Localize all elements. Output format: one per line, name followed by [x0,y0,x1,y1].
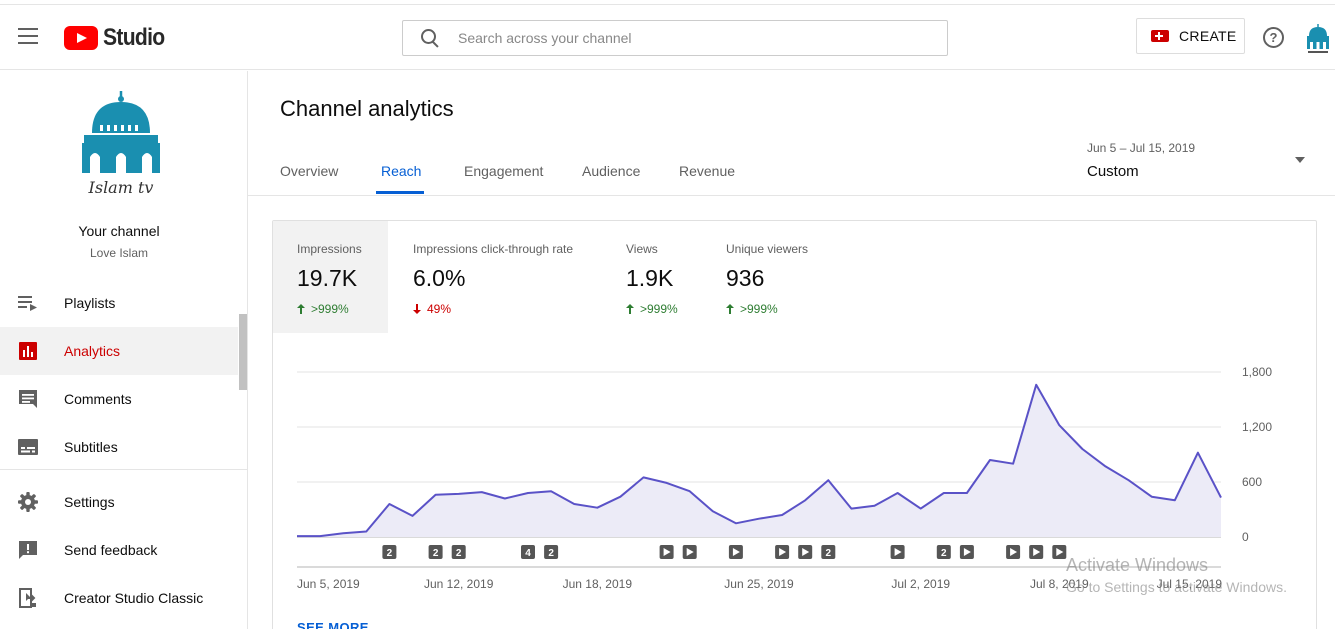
feedback-icon [19,541,37,559]
active-tab-indicator [376,191,424,194]
page-title: Channel analytics [280,96,454,121]
date-preset-select[interactable]: Custom [1087,163,1139,180]
channel-title[interactable]: Your channel [78,223,160,239]
channel-logo-text: Islam tv [88,178,154,197]
top-app-bar: Studio CREATE ? [0,4,1335,70]
arrow-up-icon [297,304,305,314]
sidebar-item-comments[interactable]: Comments [0,375,238,423]
sidebar-item-label: Comments [64,391,132,407]
search-input[interactable] [458,30,918,46]
arrow-up-icon [726,304,734,314]
sidebar: Islam tv Your channel Love Islam Playlis… [0,71,248,629]
metric-delta: >999% [726,302,778,316]
tab-reach[interactable]: Reach [381,163,422,179]
tab-overview[interactable]: Overview [280,163,339,179]
hamburger-menu-icon[interactable] [18,28,38,44]
metric-label: Impressions [297,242,362,256]
sidebar-item-analytics[interactable]: Analytics [0,327,238,375]
metric-label: Impressions click-through rate [413,242,574,256]
create-video-icon [1151,30,1169,42]
arrow-up-icon [626,304,634,314]
search-icon[interactable] [421,29,439,47]
sidebar-item-send-feedback[interactable]: Send feedback [0,526,238,574]
sidebar-divider [0,469,248,470]
metric-card-impressions[interactable]: Impressions 19.7K >999% [273,221,388,333]
classic-studio-icon [19,588,36,608]
metric-delta: 49% [413,302,451,316]
comments-icon [19,390,37,408]
sidebar-item-subtitles[interactable]: Subtitles [0,423,238,471]
analytics-icon [19,342,37,360]
metric-value: 1.9K [626,265,674,291]
metric-label: Views [626,242,658,256]
see-more-link[interactable]: SEE MORE [297,620,369,629]
sidebar-item-label: Subtitles [64,439,118,455]
metric-delta: >999% [297,302,349,316]
tab-revenue[interactable]: Revenue [679,163,736,179]
help-icon[interactable]: ? [1263,27,1284,48]
metric-delta: >999% [626,302,678,316]
arrow-down-icon [413,304,421,314]
create-button-label: CREATE [1179,28,1237,44]
sidebar-item-label: Analytics [64,343,121,359]
create-button[interactable]: CREATE [1136,18,1245,54]
subtitles-icon [18,439,38,455]
tab-engagement[interactable]: Engagement [464,163,544,179]
account-avatar[interactable] [1305,22,1331,56]
windows-activation-watermark: Activate Windows [1066,555,1209,575]
studio-logo[interactable]: Studio [64,24,173,51]
sidebar-item-creator-studio-classic[interactable]: Creator Studio Classic [0,574,238,622]
sidebar-item-playlists[interactable]: Playlists [0,279,238,327]
caret-down-icon[interactable] [1295,157,1305,163]
sidebar-item-label: Creator Studio Classic [64,590,204,606]
logo-text: Studio [103,24,165,51]
channel-subtitle: Love Islam [89,246,149,260]
youtube-play-icon [64,26,98,50]
metric-value: 19.7K [297,265,358,291]
metric-value: 936 [726,265,765,291]
metric-value: 6.0% [413,265,466,291]
channel-logo[interactable]: Islam tv [80,91,162,199]
sidebar-item-label: Playlists [64,295,116,311]
search-box[interactable] [402,20,948,56]
metric-label: Unique viewers [726,242,809,256]
windows-activation-hint: Go to Settings to activate Windows. [1066,579,1287,595]
metric-card-unique-viewers[interactable]: Unique viewers 936 >999% [703,221,843,333]
sidebar-scrollbar[interactable] [239,314,247,390]
metric-card-views[interactable]: Views 1.9K >999% [603,221,703,333]
sidebar-item-label: Send feedback [64,542,158,558]
tabs-divider [248,195,1335,196]
settings-icon [18,492,38,512]
date-range-text[interactable]: Jun 5 – Jul 15, 2019 [1087,141,1196,155]
sidebar-item-settings[interactable]: Settings [0,478,238,526]
tab-audience[interactable]: Audience [582,163,641,179]
sidebar-item-label: Settings [64,494,115,510]
playlists-icon [18,296,37,311]
metric-card-ctr[interactable]: Impressions click-through rate 6.0% 49% [388,221,598,333]
